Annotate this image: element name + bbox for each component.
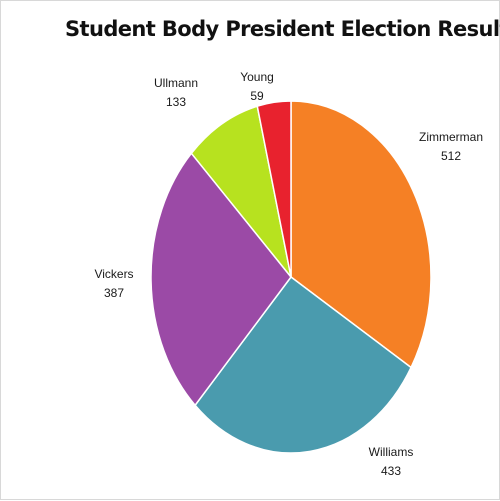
pie-slice-vickers bbox=[150, 152, 292, 406]
chart-title: Student Body President Election Results bbox=[65, 17, 500, 41]
slice-label-vickers: Vickers bbox=[94, 267, 133, 281]
pie-slice-williams bbox=[194, 276, 412, 454]
slice-label-ullmann: Ullmann bbox=[154, 76, 198, 90]
pie-slice-ullmann bbox=[190, 105, 292, 278]
slice-value-zimmerman: 512 bbox=[441, 149, 461, 163]
slice-label-young: Young bbox=[240, 70, 274, 84]
slice-label-williams: Williams bbox=[369, 445, 414, 459]
pie-slice-young bbox=[256, 100, 292, 278]
pie-slice-zimmerman bbox=[290, 100, 432, 369]
slice-label-zimmerman: Zimmerman bbox=[419, 130, 483, 144]
slice-value-williams: 433 bbox=[381, 464, 401, 478]
slice-value-young: 59 bbox=[250, 89, 264, 103]
slice-value-vickers: 387 bbox=[104, 286, 124, 300]
slice-value-ullmann: 133 bbox=[166, 95, 186, 109]
